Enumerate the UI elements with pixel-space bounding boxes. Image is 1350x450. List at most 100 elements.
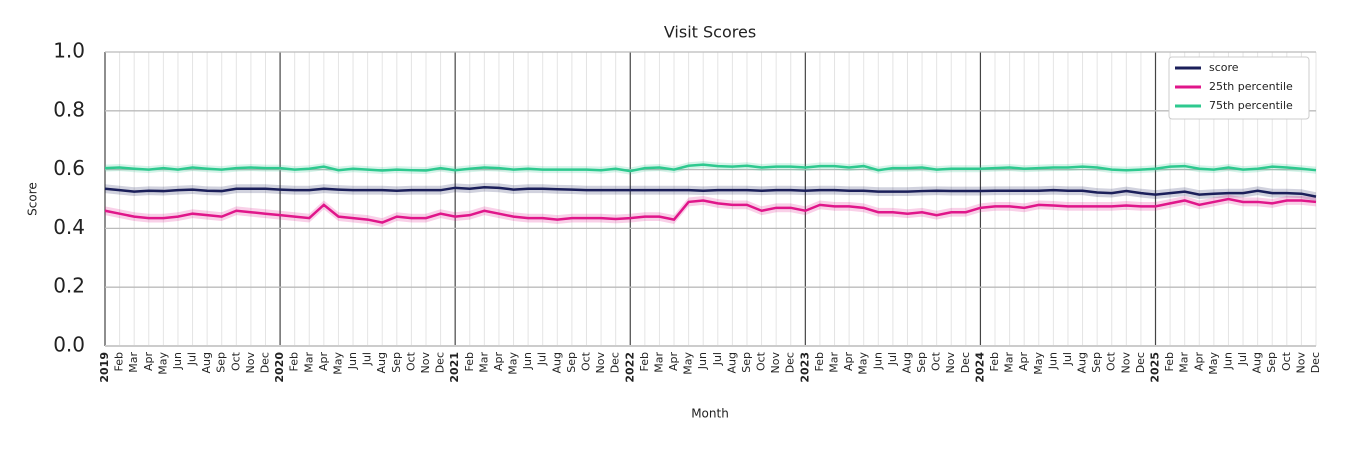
x-tick-label: Sep [215, 352, 228, 373]
y-tick-label: 0.6 [53, 156, 85, 180]
y-tick-label: 0.4 [53, 215, 85, 239]
x-tick-label: Mar [1178, 352, 1191, 373]
x-tick-label: Jun [346, 352, 359, 370]
x-tick-label: Jul [1236, 352, 1249, 366]
x-tick-label: 2023 [798, 352, 811, 383]
x-tick-label: Dec [959, 352, 972, 373]
x-tick-label: Aug [375, 352, 388, 373]
x-tick-label: Mar [477, 352, 490, 373]
x-tick-label: Jul [1061, 352, 1074, 366]
x-tick-label: Dec [258, 352, 271, 373]
x-tick-label: Apr [142, 352, 155, 372]
x-tick-label: Dec [784, 352, 797, 373]
x-tick-label: May [331, 352, 344, 375]
x-tick-label: Sep [1090, 352, 1103, 373]
x-tick-label: Aug [550, 352, 563, 373]
x-tick-label: Feb [638, 352, 651, 371]
y-axis-label: Score [26, 182, 40, 216]
x-tick-label: 2025 [1149, 352, 1162, 383]
x-tick-label: Nov [244, 352, 257, 374]
x-tick-label: Feb [288, 352, 301, 371]
x-tick-label: Sep [390, 352, 403, 373]
x-tick-label: Nov [1119, 352, 1132, 374]
x-tick-label: Oct [404, 351, 417, 371]
y-tick-label: 0.8 [53, 97, 85, 121]
x-tick-label: Feb [988, 352, 1001, 371]
x-tick-label: Jun [1046, 352, 1059, 370]
x-tick-label: Nov [594, 352, 607, 374]
x-tick-label: Oct [229, 351, 242, 371]
confidence-band [105, 182, 1316, 202]
x-tick-label: Sep [915, 352, 928, 373]
x-tick-label: May [507, 352, 520, 375]
x-tick-label: May [1207, 352, 1220, 375]
x-tick-label: Aug [1076, 352, 1089, 373]
x-tick-label: Jul [536, 352, 549, 366]
x-tick-label: Jul [711, 352, 724, 366]
x-tick-label: Nov [1294, 352, 1307, 374]
x-tick-label: Dec [609, 352, 622, 373]
x-tick-label: Mar [302, 352, 315, 373]
x-tick-label: Feb [113, 352, 126, 371]
x-tick-label: Jul [886, 352, 899, 366]
x-tick-label: Jun [1221, 352, 1234, 370]
x-tick-label: Mar [652, 352, 665, 373]
x-tick-label: Jun [696, 352, 709, 370]
x-tick-label: Oct [1280, 351, 1293, 371]
x-tick-label: Apr [317, 352, 330, 372]
x-tick-label: Nov [944, 352, 957, 374]
x-axis-label: Month [691, 407, 729, 421]
x-tick-label: Dec [1309, 352, 1322, 373]
x-tick-label: Apr [492, 352, 505, 372]
chart-title: Visit Scores [664, 23, 756, 42]
y-tick-label: 0.0 [53, 333, 85, 357]
x-tick-label: Apr [842, 352, 855, 372]
x-tick-label: 2019 [98, 352, 111, 383]
x-tick-label: Nov [769, 352, 782, 374]
x-tick-label: Aug [1251, 352, 1264, 373]
x-tick-label: Jul [361, 352, 374, 366]
x-tick-label: Aug [200, 352, 213, 373]
x-tick-label: Oct [1105, 351, 1118, 371]
legend-label: 75th percentile [1209, 99, 1293, 112]
x-tick-label: Mar [828, 352, 841, 373]
x-tick-label: Oct [755, 351, 768, 371]
x-tick-label: May [857, 352, 870, 375]
x-tick-label: Jun [871, 352, 884, 370]
x-tick-label: Sep [740, 352, 753, 373]
x-tick-label: 2024 [973, 352, 986, 383]
x-tick-label: Feb [1163, 352, 1176, 371]
legend-label: score [1209, 61, 1239, 74]
y-tick-label: 1.0 [53, 39, 85, 63]
x-tick-label: Nov [419, 352, 432, 374]
x-tick-label: Apr [667, 352, 680, 372]
x-tick-label: May [1032, 352, 1045, 375]
x-tick-label: Aug [900, 352, 913, 373]
x-tick-label: Aug [725, 352, 738, 373]
x-tick-label: May [682, 352, 695, 375]
series-line [104, 185, 1317, 198]
x-tick-label: 2022 [623, 352, 636, 383]
x-tick-label: Mar [127, 352, 140, 373]
confidence-band [105, 194, 1316, 227]
x-tick-label: Feb [813, 352, 826, 371]
legend-label: 25th percentile [1209, 80, 1293, 93]
series-line [104, 163, 1317, 173]
x-tick-label: Jun [171, 352, 184, 370]
x-tick-label: 2021 [448, 352, 461, 383]
x-tick-label: Apr [1192, 352, 1205, 372]
x-tick-label: Oct [930, 351, 943, 371]
x-tick-label: Dec [434, 352, 447, 373]
x-tick-label: 2020 [273, 352, 286, 383]
x-tick-label: Sep [565, 352, 578, 373]
x-tick-label: Mar [1003, 352, 1016, 373]
x-tick-label: Jul [186, 352, 199, 366]
x-tick-label: Apr [1017, 352, 1030, 372]
series-line [104, 197, 1317, 224]
x-tick-label: Sep [1265, 352, 1278, 373]
x-tick-label: Feb [463, 352, 476, 371]
legend-box [1168, 56, 1310, 120]
x-tick-label: May [156, 352, 169, 375]
x-tick-label: Dec [1134, 352, 1147, 373]
